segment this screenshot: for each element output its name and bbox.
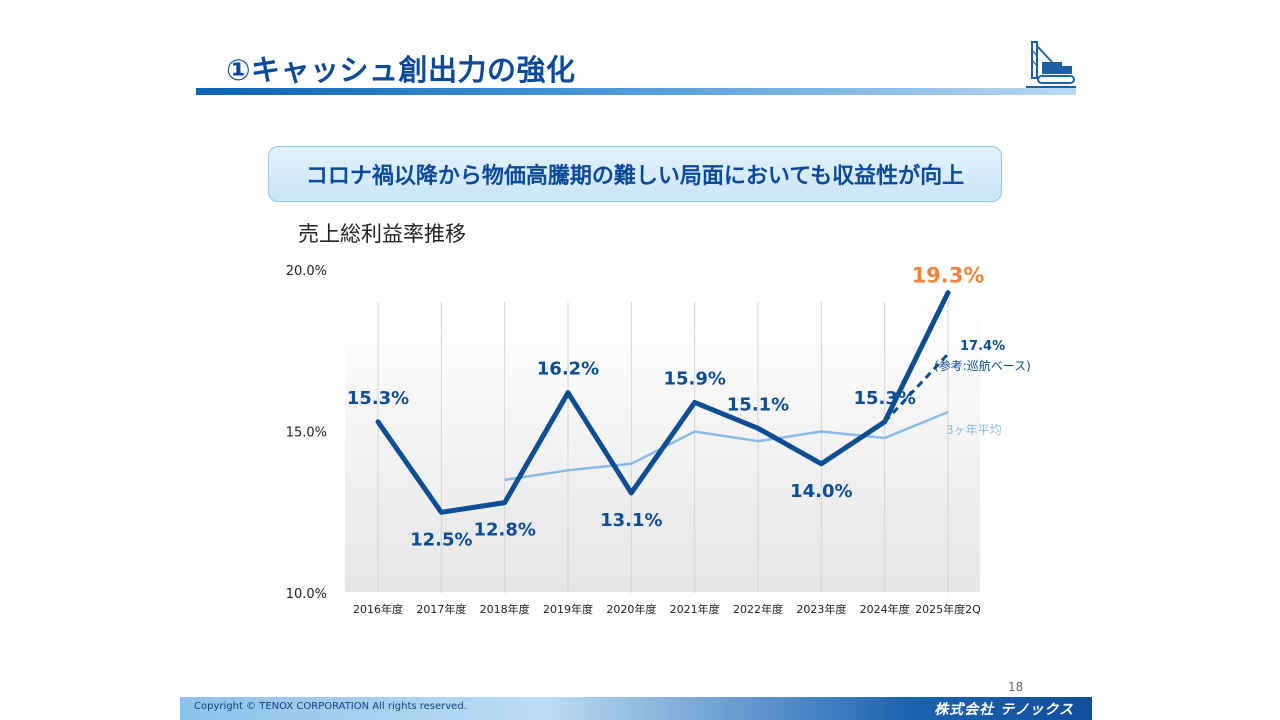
- data-label: 16.2%: [537, 359, 599, 380]
- data-label: 12.5%: [410, 529, 472, 550]
- x-tick-label: 2021年度: [670, 602, 720, 616]
- page-number: 18: [1008, 680, 1024, 694]
- reference-value-label: 17.4%: [960, 339, 1005, 354]
- x-tick-label: 2020年度: [606, 602, 656, 616]
- footer-bar: Copyright © TENOX CORPORATION All rights…: [180, 697, 1092, 720]
- company-logo: 株式会社 テノックス: [934, 702, 1074, 718]
- title-divider: [196, 88, 1076, 95]
- key-message-callout: コロナ禍以降から物価高騰期の難しい局面においても収益性が向上: [268, 146, 1002, 202]
- main-series-line: [375, 290, 951, 515]
- x-tick-label: 2018年度: [480, 602, 530, 616]
- data-label: 15.3%: [853, 388, 915, 409]
- y-tick-label: 20.0%: [286, 264, 327, 279]
- data-label: 15.3%: [347, 388, 409, 409]
- average-series-line: [504, 410, 949, 482]
- x-tick-label: 2017年度: [416, 602, 466, 616]
- y-tick-label: 15.0%: [286, 426, 327, 441]
- x-tick-label: 2019年度: [543, 602, 593, 616]
- x-tick-label: 2022年度: [733, 602, 783, 616]
- x-tick-label: 2025年度2Q: [915, 602, 981, 616]
- data-label: 14.0%: [790, 481, 852, 502]
- copyright-text: Copyright © TENOX CORPORATION All rights…: [194, 701, 467, 712]
- pile-driver-icon: [1026, 41, 1076, 88]
- chart-heading: 売上総利益率推移: [298, 222, 466, 246]
- reference-series-line: [883, 352, 950, 423]
- y-tick-label: 10.0%: [286, 587, 327, 602]
- average-series-name: 3ヶ年平均: [946, 423, 1002, 437]
- data-label: 13.1%: [600, 510, 662, 531]
- x-tick-label: 2023年度: [796, 602, 846, 616]
- x-tick-label: 2016年度: [353, 602, 403, 616]
- data-label: 15.9%: [663, 368, 725, 389]
- data-label: 19.3%: [912, 264, 985, 288]
- page-title: ①キャッシュ創出力の強化: [226, 53, 576, 87]
- x-tick-label: 2024年度: [860, 602, 910, 616]
- data-label: 15.1%: [727, 394, 789, 415]
- data-label: 12.8%: [473, 520, 535, 541]
- reference-series-name: (参考:巡航ベース): [934, 358, 1031, 373]
